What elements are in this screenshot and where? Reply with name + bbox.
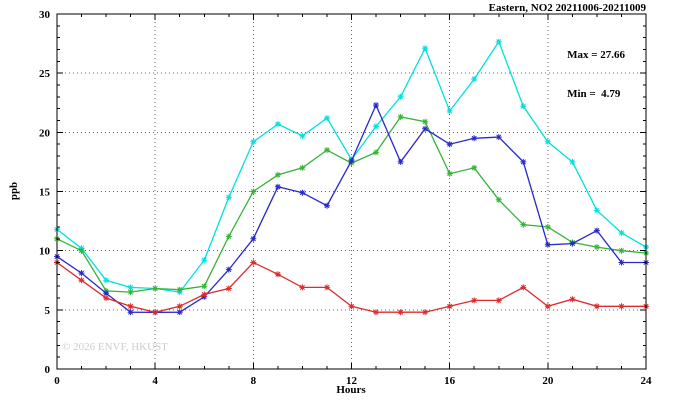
min-value-label: Min = 4.79	[567, 88, 621, 100]
y-tick-label: 15	[39, 187, 51, 199]
series-markers-green	[54, 113, 649, 296]
watermark: © 2026 ENVF, HKUST	[62, 341, 168, 353]
x-tick-label: 16	[444, 375, 456, 387]
x-tick-label: 12	[346, 375, 358, 387]
y-tick-label: 5	[45, 305, 51, 317]
y-axis-label: ppb	[8, 181, 20, 201]
y-tick-label: 0	[45, 364, 51, 376]
x-tick-label: 4	[152, 375, 158, 387]
y-tick-label: 10	[39, 246, 51, 258]
series-line-blue	[56, 103, 646, 313]
x-tick-label: 24	[641, 375, 653, 387]
y-tick-label: 30	[39, 9, 51, 21]
series-green	[54, 113, 649, 296]
x-tick-label: 20	[542, 375, 554, 387]
y-tick-label: 20	[39, 127, 51, 139]
stats-annotation: Max = 27.66 Min = 4.79	[567, 23, 625, 127]
max-value-label: Max = 27.66	[567, 49, 625, 61]
x-tick-label: 0	[54, 375, 60, 387]
y-tick-label: 25	[39, 68, 51, 80]
x-axis-label: Hours	[336, 384, 366, 396]
series-line-green	[56, 116, 647, 293]
chart-title: Eastern, NO2 20211006-20211009	[488, 2, 646, 14]
x-tick-label: 8	[251, 375, 257, 387]
